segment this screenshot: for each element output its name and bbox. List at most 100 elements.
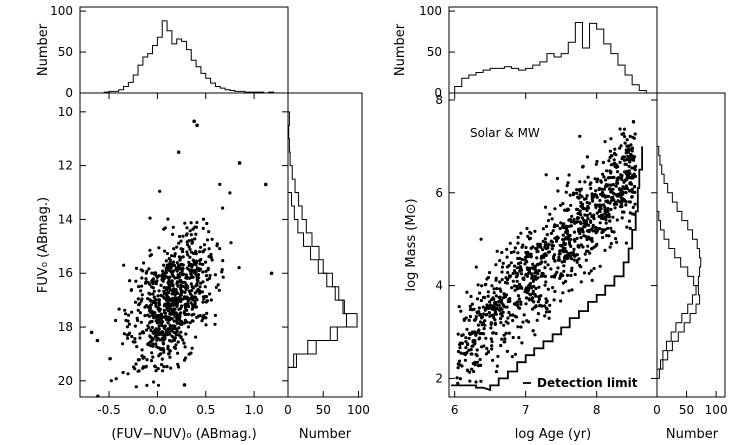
scatter-point	[568, 233, 572, 238]
scatter-point	[458, 343, 462, 347]
scatter-point	[143, 314, 147, 318]
scatter-point	[572, 258, 576, 262]
scatter-point	[163, 249, 167, 253]
scatter-point	[121, 342, 125, 346]
scatter-point	[620, 216, 624, 220]
scatter-point	[504, 331, 508, 335]
scatter-point	[494, 294, 498, 298]
scatter-point	[193, 237, 197, 241]
scatter-point	[528, 293, 533, 297]
scatter-point	[158, 346, 162, 350]
scatter-point	[237, 266, 241, 270]
scatter-point	[174, 333, 178, 337]
left-xtick-label: 0.0	[148, 403, 167, 417]
scatter-point	[476, 323, 480, 327]
scatter-point	[544, 306, 548, 310]
scatter-point	[136, 358, 140, 362]
scatter-point	[189, 351, 193, 355]
scatter-point	[556, 189, 560, 193]
scatter-point	[506, 316, 510, 320]
scatter-point	[192, 251, 196, 256]
scatter-point	[625, 138, 629, 142]
scatter-point	[201, 295, 205, 299]
scatter-point	[468, 304, 472, 308]
scatter-point	[500, 278, 504, 282]
scatter-point	[157, 298, 161, 302]
scatter-point	[613, 147, 617, 151]
scatter-point	[471, 361, 475, 366]
scatter-point	[179, 311, 183, 315]
scatter-point	[177, 267, 181, 271]
scatter-point	[185, 266, 189, 270]
scatter-point	[539, 261, 543, 265]
scatter-point	[572, 220, 576, 224]
scatter-point	[148, 320, 152, 324]
scatter-point	[526, 234, 530, 238]
scatter-point	[587, 271, 591, 275]
scatter-point	[536, 300, 540, 304]
scatter-point	[205, 221, 209, 226]
scatter-point	[625, 176, 629, 180]
scatter-point	[193, 268, 197, 272]
scatter-point	[194, 335, 198, 339]
scatter-point	[583, 180, 587, 184]
scatter-point	[611, 187, 615, 191]
scatter-point	[173, 291, 177, 295]
scatter-point	[555, 224, 560, 228]
scatter-point	[566, 252, 570, 257]
scatter-point	[498, 295, 502, 299]
scatter-point	[531, 262, 535, 266]
scatter-point	[592, 266, 596, 271]
scatter-point	[204, 316, 208, 320]
scatter-point	[528, 252, 532, 256]
scatter-point	[490, 347, 494, 351]
scatter-point	[523, 258, 527, 262]
scatter-point	[147, 291, 151, 295]
scatter-point	[531, 329, 535, 333]
right-ytick-label: 2	[435, 371, 443, 385]
scatter-point	[526, 286, 531, 291]
scatter-point	[491, 358, 495, 362]
scatter-point	[516, 294, 521, 298]
scatter-point	[528, 282, 533, 286]
scatter-point	[536, 276, 540, 280]
scatter-point	[584, 219, 588, 223]
scatter-point	[456, 349, 461, 354]
scatter-point	[173, 276, 177, 280]
scatter-point	[516, 235, 520, 239]
scatter-point	[536, 242, 540, 246]
scatter-point	[121, 370, 125, 375]
scatter-point	[130, 334, 134, 339]
scatter-point	[626, 148, 630, 152]
scatter-point	[609, 207, 613, 212]
scatter-point	[177, 241, 181, 245]
scatter-point	[179, 267, 183, 271]
scatter-point	[608, 219, 612, 223]
detection-limit-line	[451, 146, 643, 392]
scatter-point	[165, 251, 170, 256]
scatter-point	[157, 354, 161, 358]
scatter-point	[156, 383, 161, 387]
scatter-point	[473, 318, 477, 322]
scatter-point	[565, 236, 569, 240]
scatter-point	[561, 291, 565, 295]
scatter-point	[475, 297, 480, 301]
scatter-point	[163, 311, 167, 315]
scatter-point	[194, 232, 198, 236]
scatter-point	[534, 304, 538, 309]
scatter-point	[524, 296, 529, 300]
scatter-point	[457, 359, 462, 363]
scatter-point	[463, 352, 467, 357]
scatter-point	[150, 309, 154, 313]
scatter-point	[466, 369, 470, 373]
scatter-point	[610, 190, 614, 194]
scatter-point	[527, 237, 532, 241]
scatter-point	[604, 194, 608, 198]
scatter-point	[483, 308, 487, 312]
scatter-point	[195, 123, 199, 128]
scatter-point	[601, 228, 605, 232]
scatter-point	[550, 217, 554, 221]
scatter-point	[148, 304, 152, 308]
scatter-point	[627, 219, 632, 223]
scatter-point	[499, 343, 503, 348]
